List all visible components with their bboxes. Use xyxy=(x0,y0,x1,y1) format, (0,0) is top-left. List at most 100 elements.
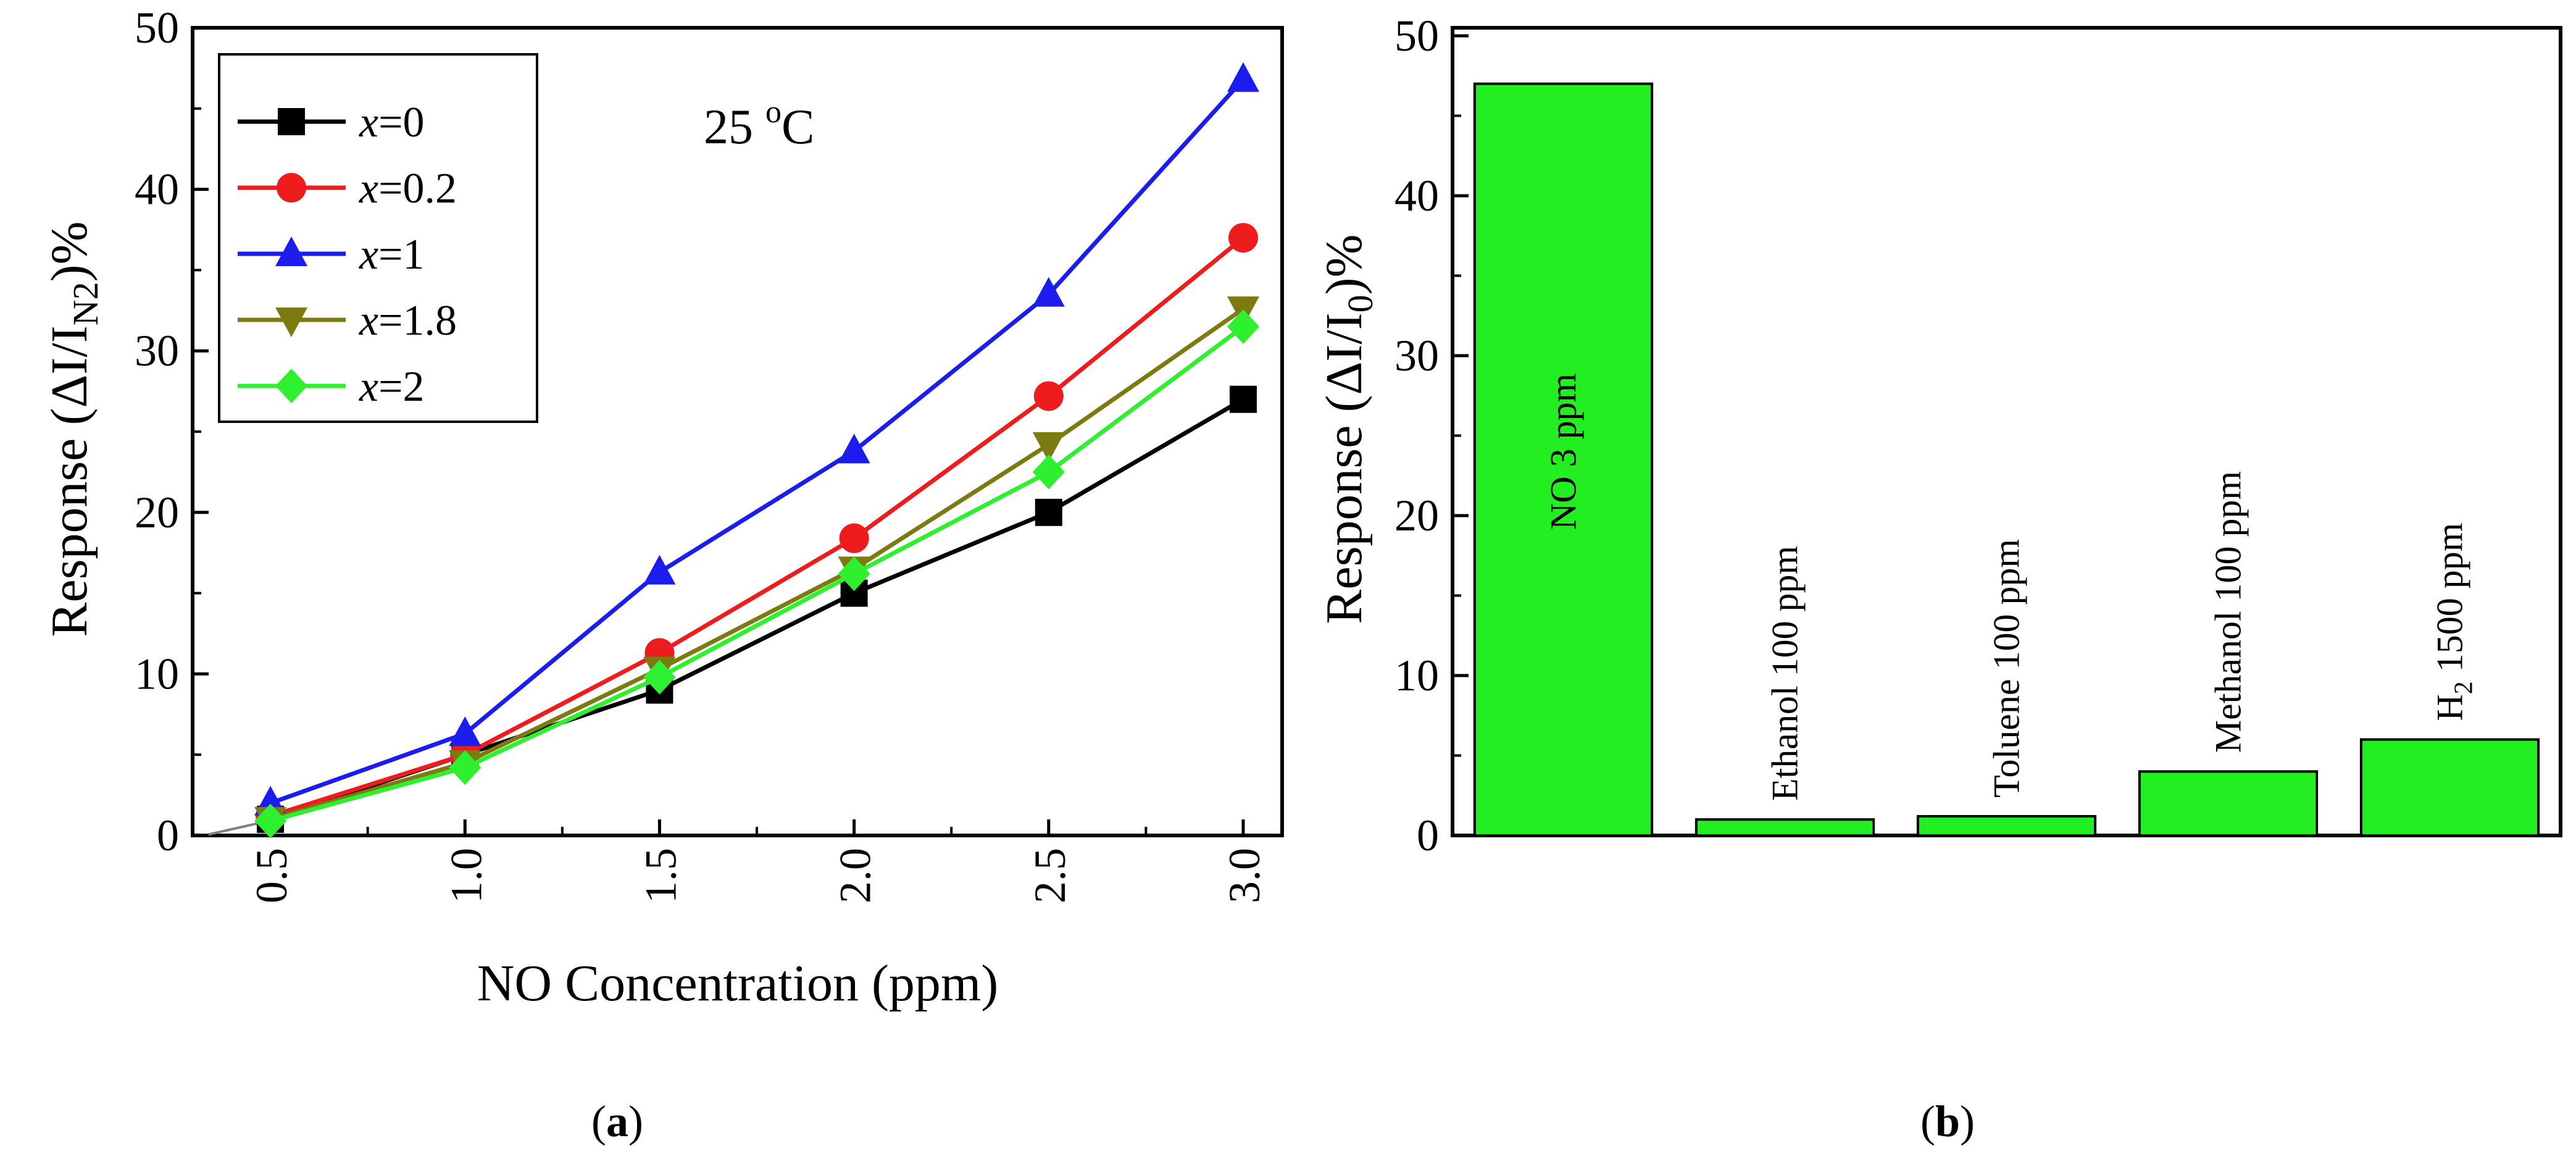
legend-marker xyxy=(275,236,307,266)
series-0 xyxy=(257,385,1257,833)
y-tick-label-b: 10 xyxy=(1394,651,1439,700)
legend-eq: =2 xyxy=(378,363,424,411)
y-title-sub-b: 0 xyxy=(1340,295,1380,312)
y-title-sub-a: N2 xyxy=(65,282,106,325)
bars-group: NO 3 ppm Ethanol 100 ppm Toluene 100 ppm Me… xyxy=(1473,82,2540,837)
bar-label-text: H xyxy=(2430,694,2470,721)
data-point xyxy=(1227,309,1259,344)
data-point xyxy=(1032,454,1065,490)
x-tick-label-a: 1.0 xyxy=(441,848,491,903)
series-group-a xyxy=(254,62,1259,839)
bar xyxy=(2138,770,2319,837)
legend-box xyxy=(218,53,538,423)
legend-marker xyxy=(277,173,306,203)
legend-label: x=1 xyxy=(359,231,425,278)
y-ticks-b: 0 10 20 30 40 50 xyxy=(1394,11,1469,860)
data-point xyxy=(1228,223,1258,253)
y-tick-label-a: 40 xyxy=(135,165,179,214)
bar-label-text: Methanol 100 ppm xyxy=(2208,471,2249,753)
y-tick-label-a: 10 xyxy=(135,649,179,698)
x-tick-label-a: 0.5 xyxy=(247,848,296,903)
data-point xyxy=(1033,381,1064,411)
y-tick-label-b: 40 xyxy=(1394,171,1439,220)
annotation-temp: 25 xyxy=(704,100,765,154)
data-point xyxy=(1227,62,1259,92)
bar xyxy=(1916,814,2097,837)
bar-label: Methanol 100 ppm xyxy=(2208,471,2249,753)
legend-marker xyxy=(275,308,307,337)
legend-var: x xyxy=(359,363,378,411)
y-tick-label-a: 50 xyxy=(135,3,179,52)
panel-label-b-open: ( xyxy=(1920,1097,1935,1146)
bar xyxy=(1694,818,1875,837)
data-point xyxy=(449,716,481,747)
panel-label-b-letter: b xyxy=(1935,1097,1960,1146)
bar xyxy=(2359,738,2540,837)
data-point xyxy=(254,803,287,839)
legend-var: x xyxy=(359,165,378,212)
annotation-degree: o xyxy=(765,94,782,130)
y-title-prefix-b: Response (ΔI/I xyxy=(1315,312,1373,624)
y-tick-label-b: 20 xyxy=(1394,491,1439,540)
data-point xyxy=(838,433,870,464)
y-tick-label-a: 20 xyxy=(135,488,179,537)
x-tick-label-a: 2.5 xyxy=(1025,848,1075,903)
legend-var: x xyxy=(359,297,378,345)
legend-label: x=1.8 xyxy=(359,297,457,345)
series-line xyxy=(270,325,1245,823)
bar-label-text: Toluene 100 ppm xyxy=(1986,539,2027,798)
legend-eq: =1 xyxy=(378,231,424,278)
y-title-suffix-a: )% xyxy=(41,221,98,282)
series-line xyxy=(269,78,1245,805)
y-tick-label-b: 0 xyxy=(1417,811,1439,860)
panel-label-b: (b) xyxy=(1920,1097,1975,1146)
panel-label-a: (a) xyxy=(591,1097,643,1146)
series-4 xyxy=(254,309,1259,839)
panel-label-b-close: ) xyxy=(1960,1097,1975,1146)
data-point xyxy=(1032,432,1065,462)
legend-label: x=0.2 xyxy=(359,165,457,212)
legend-label: x=0 xyxy=(359,99,425,146)
data-point xyxy=(839,523,869,553)
series-line xyxy=(269,397,1244,822)
y-title-suffix-b: )% xyxy=(1315,234,1373,295)
bar-label: Ethanol 100 ppm xyxy=(1765,546,1806,801)
x-ticks-a: 0.5 1.0 1.5 2.0 2.5 3.0 xyxy=(247,819,1269,903)
annotation-unit: C xyxy=(782,100,814,154)
y-tick-label-b: 50 xyxy=(1394,11,1439,61)
y-tick-label-a: 30 xyxy=(135,326,179,375)
data-point xyxy=(643,659,676,695)
panel-label-a-close: ) xyxy=(628,1097,643,1146)
data-point xyxy=(1229,385,1257,413)
x-axis-title-a: NO Concentration (ppm) xyxy=(477,955,998,1012)
legend-label: x=2 xyxy=(359,363,425,411)
legend-eq: =1.8 xyxy=(378,297,457,345)
y-axis-title-a: Response (ΔI/IN2)% xyxy=(41,221,106,637)
panel-label-a-open: ( xyxy=(591,1097,606,1146)
series-line xyxy=(270,307,1244,822)
bar-label: NO 3 ppm xyxy=(1543,374,1584,530)
legend: x=0x=0.2x=1x=1.8x=2 xyxy=(218,53,538,423)
data-point xyxy=(1035,498,1062,526)
series-line xyxy=(270,236,1245,818)
bar-label-sub: 2 xyxy=(2450,681,2478,694)
y-ticks-a: 0 10 20 30 40 50 xyxy=(135,3,209,860)
x-tick-label-a: 2.0 xyxy=(831,848,880,903)
y-tick-label-b: 30 xyxy=(1394,331,1439,380)
data-point xyxy=(643,555,676,585)
x-tick-label-a: 3.0 xyxy=(1220,848,1269,903)
bar-label-text: NO 3 ppm xyxy=(1543,374,1584,530)
legend-marker xyxy=(275,369,307,403)
legend-var: x xyxy=(359,231,378,278)
legend-eq: =0 xyxy=(378,99,424,146)
legend-marker xyxy=(278,108,305,135)
y-tick-label-a: 0 xyxy=(157,811,179,860)
data-point xyxy=(838,556,870,592)
bar xyxy=(1473,82,1654,837)
x-tick-label-a: 1.5 xyxy=(636,848,685,903)
bar-label: Toluene 100 ppm xyxy=(1986,539,2027,798)
y-axis-title-b: Response (ΔI/I0)% xyxy=(1315,234,1380,624)
legend-eq: =0.2 xyxy=(378,165,457,212)
